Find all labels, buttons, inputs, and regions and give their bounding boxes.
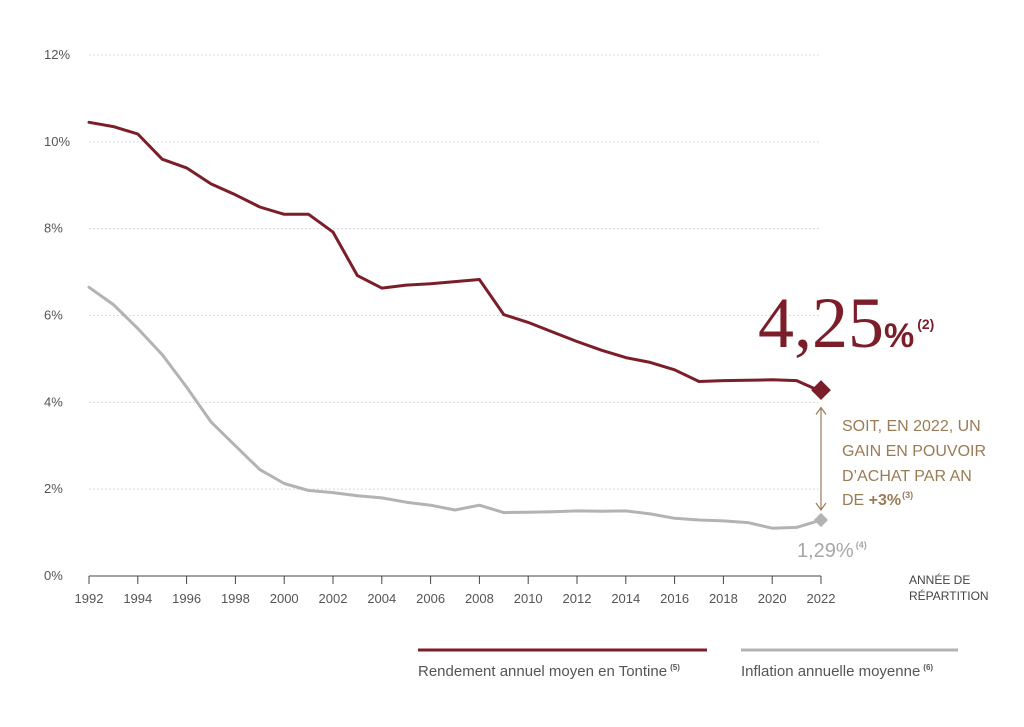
legend: Rendement annuel moyen en Tontine (5) Inf… [418, 648, 958, 680]
x-tick-label: 1994 [123, 591, 152, 606]
y-tick-labels: 0% 2% 4% 6% 8% 10% 12% [44, 47, 70, 583]
x-tick-label: 2002 [319, 591, 348, 606]
inflation-line [87, 285, 823, 530]
x-tick-label: 2022 [807, 591, 836, 606]
gain-prefix: DE [842, 492, 869, 509]
x-tick-label: 2014 [611, 591, 640, 606]
x-tick-label: 2020 [758, 591, 787, 606]
x-tick-label: 2016 [660, 591, 689, 606]
legend-label-tontine: Rendement annuel moyen en Tontine (5) [418, 663, 680, 680]
y-tick-label: 4% [44, 394, 63, 409]
y-tick-label: 12% [44, 47, 70, 62]
x-tick-label: 1992 [75, 591, 104, 606]
x-tick-label: 2018 [709, 591, 738, 606]
x-tick-label: 1996 [172, 591, 201, 606]
y-tick-label: 6% [44, 308, 63, 323]
x-tick-labels: 1992 1994 1996 1998 2000 2002 2004 2006 2008 2010… [75, 591, 836, 606]
tontine-line [87, 120, 823, 393]
tontine-value-percent: % [884, 317, 914, 355]
series-lines [87, 120, 823, 530]
y-tick-label: 8% [44, 221, 63, 236]
gain-note: (3) [902, 490, 913, 500]
gridlines [89, 54, 821, 490]
tontine-2022-value: 4,25% (2) [758, 283, 934, 363]
gain-text: SOIT, EN 2022, UN GAIN EN POUVOIR D’ACHA… [842, 418, 986, 509]
gain-line-3: D’ACHAT PAR AN [842, 468, 972, 485]
gain-line-1: SOIT, EN 2022, UN [842, 418, 981, 435]
x-tick-label: 2010 [514, 591, 543, 606]
inflation-value-number: 1,29% [797, 540, 854, 562]
axes [88, 575, 822, 584]
tontine-value-number: 4,25 [758, 283, 884, 363]
x-tick-label: 2008 [465, 591, 494, 606]
gain-line-4: DE +3%(3) [842, 490, 913, 509]
inflation-end-marker [813, 512, 829, 528]
x-tick-label: 2006 [416, 591, 445, 606]
x-tick-label: 2012 [563, 591, 592, 606]
y-tick-label: 0% [44, 568, 63, 583]
x-tick-label: 2004 [367, 591, 396, 606]
gain-line-2: GAIN EN POUVOIR [842, 443, 986, 460]
y-tick-label: 10% [44, 134, 70, 149]
y-tick-label: 2% [44, 481, 63, 496]
tontine-value-note: (2) [917, 316, 934, 332]
inflation-2022-value: 1,29% (4) [797, 540, 867, 562]
x-axis-label-line-2: RÉPARTITION [909, 588, 989, 603]
gain-value: +3% [869, 492, 901, 509]
x-axis-label-line-1: ANNÉE DE [909, 572, 970, 587]
inflation-value-note: (4) [856, 540, 867, 550]
tontine-end-marker [811, 380, 831, 400]
x-tick-label: 1998 [221, 591, 250, 606]
gain-arrow [815, 406, 827, 512]
legend-label-inflation: Inflation annuelle moyenne (6) [741, 663, 933, 680]
x-tick-label: 2000 [270, 591, 299, 606]
